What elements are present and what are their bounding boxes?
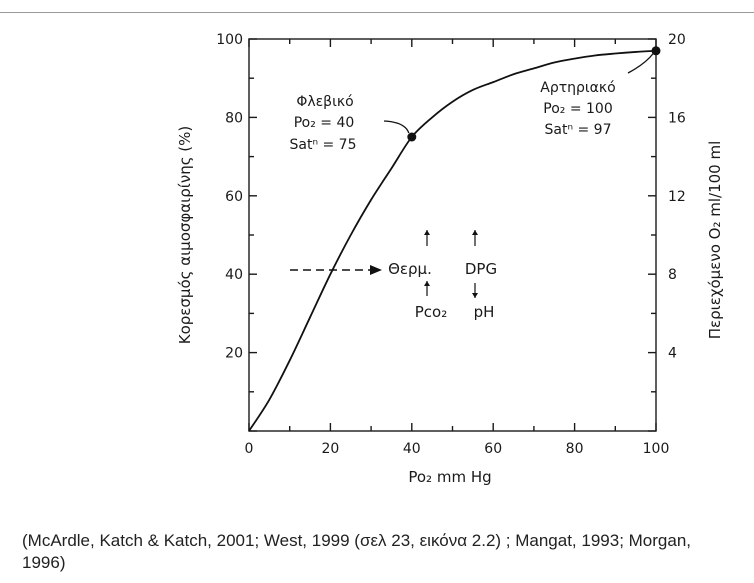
pco2-up-arrow-head	[424, 281, 430, 286]
x-tick-label: 40	[403, 441, 421, 457]
y2-tick-label: 16	[668, 110, 686, 126]
arterial-sat: Satⁿ = 97	[545, 122, 612, 138]
venous-sat: Satⁿ = 75	[290, 137, 357, 153]
data-point	[651, 46, 661, 56]
x-tick-label: 60	[484, 441, 502, 457]
factor-ph: pH	[474, 303, 495, 321]
venous-title: Φλεβικό	[296, 94, 353, 110]
data-point	[407, 132, 417, 142]
x-tick-label: 0	[245, 441, 254, 457]
arterial-leader	[627, 53, 654, 74]
factor-dpg: DPG	[465, 260, 497, 278]
y2-axis-label: Περιεχόμενο O₂ ml/100 ml	[706, 141, 724, 340]
arterial-po2: Po₂ = 100	[543, 101, 612, 117]
saturation-curve	[248, 49, 657, 432]
dpg-up-arrow-head	[472, 230, 478, 235]
dashed-arrowhead	[370, 265, 382, 275]
y-axis-label: Κορεσμός αιμοσφαιρίνης (%)	[176, 126, 194, 345]
venous-leader	[383, 120, 410, 134]
y-tick-label: 80	[225, 110, 243, 126]
y2-tick-label: 4	[668, 346, 677, 362]
citation-text: (McArdle, Katch & Katch, 2001; West, 199…	[22, 531, 692, 572]
y-tick-label: 60	[225, 189, 243, 205]
y2-tick-label: 20	[668, 32, 686, 48]
top-divider	[0, 12, 754, 13]
y2-tick-label: 8	[668, 267, 677, 283]
chart-curve	[248, 46, 661, 432]
chart-ticks: 0 20 40 60 80 100 20 40 60 80 100 4 8 12 16 20	[216, 32, 686, 457]
y-tick-label: 40	[225, 267, 243, 283]
factor-temp: Θερμ.	[388, 260, 432, 278]
y-tick-label: 20	[225, 346, 243, 362]
temp-up-arrow-head	[424, 230, 430, 235]
x-tick-label: 80	[566, 441, 584, 457]
chart-annotations	[290, 53, 654, 298]
ph-down-arrow-head	[472, 293, 478, 298]
x-tick-label: 100	[643, 441, 670, 457]
x-axis-label: Po₂ mm Hg	[408, 468, 491, 486]
x-tick-label: 20	[321, 441, 339, 457]
factor-pco2: Pco₂	[415, 303, 447, 321]
venous-po2: Po₂ = 40	[294, 115, 355, 131]
y2-tick-label: 12	[668, 189, 686, 205]
arterial-title: Αρτηριακό	[540, 80, 615, 96]
y-tick-label: 100	[216, 32, 243, 48]
